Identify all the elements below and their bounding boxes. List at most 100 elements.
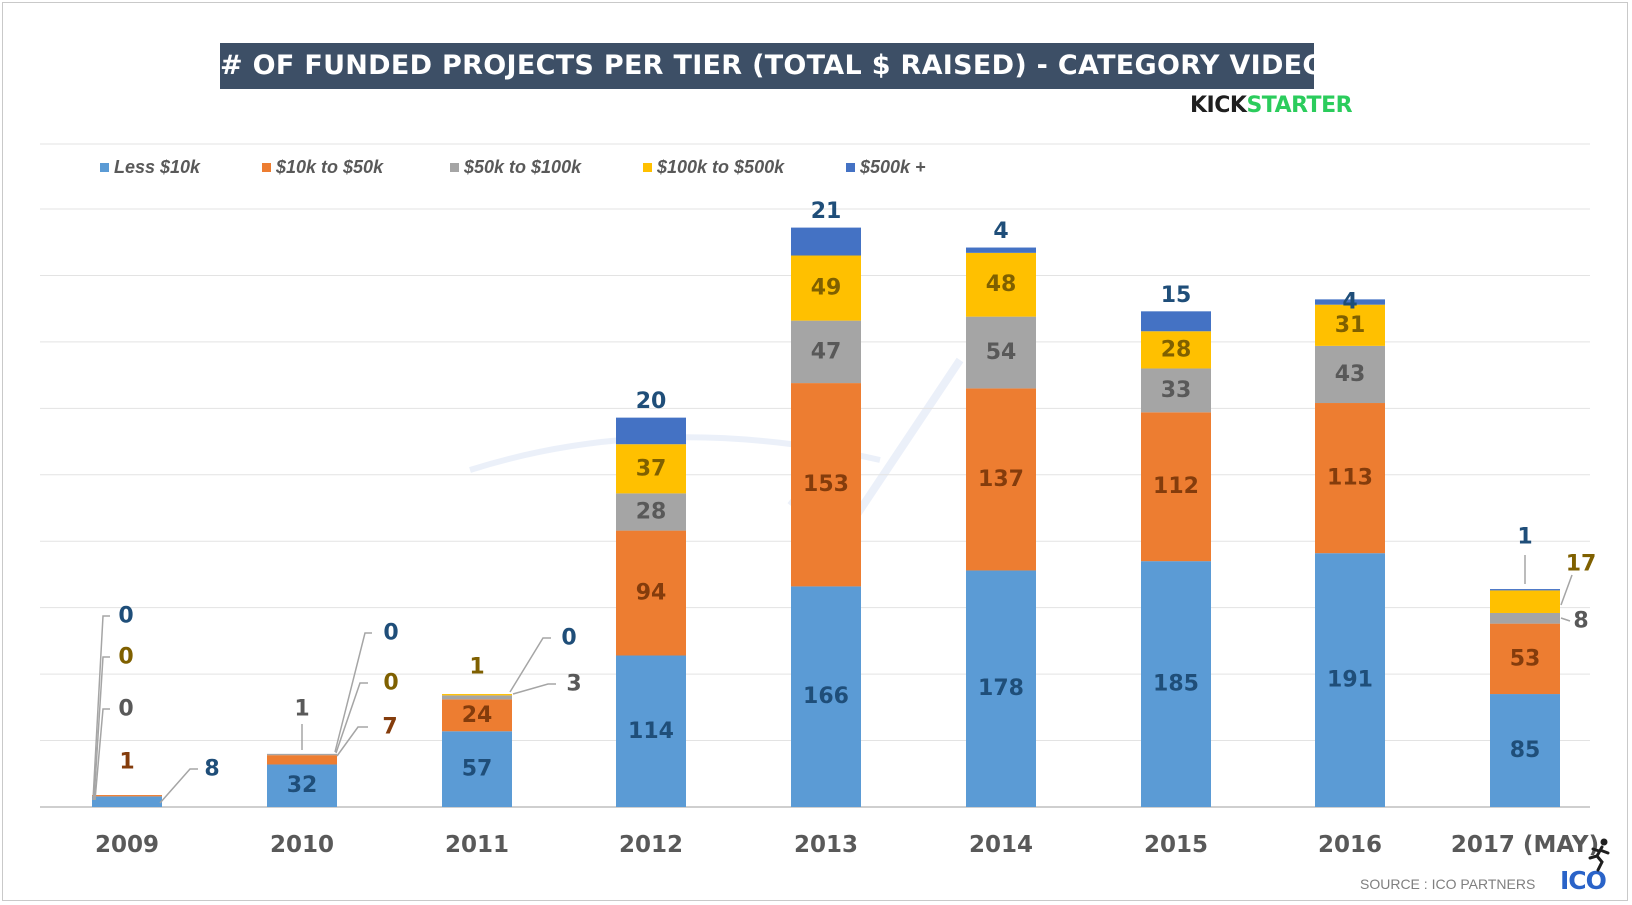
data-label: 185 (1153, 672, 1199, 697)
bar-segment (1315, 345, 1385, 404)
bar-segment (966, 316, 1036, 389)
data-label: 178 (978, 676, 1024, 701)
bar-segment (966, 570, 1036, 807)
legend-label: $500k + (860, 157, 926, 177)
leader-line (159, 768, 198, 804)
kickstarter-logo-starter: STARTER (1246, 93, 1353, 118)
x-tick-label: 2016 (1318, 832, 1382, 858)
source-note: SOURCE : ICO PARTNERS (1360, 876, 1536, 892)
data-label: 166 (803, 684, 849, 709)
x-tick-label: 2013 (794, 832, 858, 858)
bar-segment (1141, 311, 1211, 332)
data-label: 48 (986, 272, 1017, 297)
data-label: 0 (118, 604, 133, 629)
data-label: 1 (294, 697, 309, 722)
data-label: 0 (383, 621, 398, 646)
bar-segment (1315, 553, 1385, 807)
leader-line (94, 708, 110, 801)
leader-line (336, 726, 368, 757)
x-tick-label: 2017 (MAY) (1451, 832, 1599, 858)
bar-segment (1490, 694, 1560, 807)
data-label: 49 (811, 276, 842, 301)
data-label: 3 (566, 672, 581, 697)
bar-segment (616, 417, 686, 445)
data-label: 1 (469, 655, 484, 680)
legend-swatch (100, 163, 109, 172)
bar-segment (92, 796, 162, 807)
data-label: 85 (1510, 738, 1541, 763)
bar-segment (1141, 561, 1211, 807)
legend-label: $100k to $500k (657, 157, 785, 177)
x-tick-label: 2014 (969, 832, 1033, 858)
leader-line (512, 683, 556, 695)
data-label: 47 (811, 339, 842, 364)
data-label: 15 (1161, 283, 1192, 308)
data-label: 21 (811, 199, 842, 224)
leader-line (334, 632, 372, 753)
data-label: 8 (204, 757, 219, 782)
leader-line (1560, 574, 1573, 606)
bar-segment (1315, 403, 1385, 554)
leader-line (335, 682, 368, 754)
data-label: 114 (628, 719, 674, 744)
data-label: 137 (978, 467, 1024, 492)
data-label: 112 (1153, 474, 1199, 499)
bar-segment (966, 247, 1036, 253)
bar-segment (791, 320, 861, 384)
data-label: 4 (1342, 290, 1357, 315)
data-label: 94 (636, 581, 667, 606)
bar-segment (267, 753, 337, 756)
bar-segment (791, 255, 861, 321)
legend-swatch (846, 163, 855, 172)
data-label: 32 (287, 773, 318, 798)
data-label: 43 (1335, 362, 1366, 387)
kickstarter-logo-kick: KICK (1190, 93, 1247, 118)
bar-segment (616, 655, 686, 807)
x-tick-label: 2015 (1144, 832, 1208, 858)
bar-segment (791, 586, 861, 807)
x-tick-label: 2009 (95, 832, 159, 858)
data-label: 1 (119, 750, 134, 775)
bar-segment (616, 493, 686, 531)
kickstarter-logo: KICKSTARTER (1190, 93, 1353, 118)
bar-segment (1315, 299, 1385, 305)
data-label: 0 (383, 671, 398, 696)
bar-segment (1490, 589, 1560, 591)
data-label: 54 (986, 340, 1017, 365)
x-tick-label: 2011 (445, 832, 509, 858)
legend-swatch (450, 163, 459, 172)
data-label: 37 (636, 456, 667, 481)
x-tick-label: 2010 (270, 832, 334, 858)
bar-segment (442, 699, 512, 732)
leader-line (1560, 617, 1571, 622)
data-label: 113 (1327, 466, 1373, 491)
bar-segment (267, 764, 337, 807)
chart-title: # OF FUNDED PROJECTS PER TIER (TOTAL $ R… (220, 43, 1444, 89)
bar-segment (442, 731, 512, 807)
data-label: 0 (118, 697, 133, 722)
bar-segment (1141, 412, 1211, 562)
data-label: 0 (561, 626, 576, 651)
data-label: 8 (1573, 609, 1588, 634)
bar-segment (442, 694, 512, 696)
data-label: 7 (382, 715, 397, 740)
bar-segment (92, 795, 162, 797)
bar-segment (1490, 590, 1560, 613)
bar-segment (1315, 304, 1385, 346)
legend-item: Less $10k (100, 157, 200, 178)
legend-item: $500k + (846, 157, 926, 178)
legend-item: $50k to $100k (450, 157, 581, 178)
bar-segment (1141, 331, 1211, 369)
data-label: 53 (1510, 646, 1541, 671)
data-label: 17 (1566, 552, 1597, 577)
bar-segment (442, 695, 512, 700)
runner-icon (1588, 838, 1610, 872)
legend-item: $100k to $500k (643, 157, 784, 178)
legend-swatch (262, 163, 271, 172)
bar-segment (966, 388, 1036, 571)
bar-segment (791, 383, 861, 587)
legend-label: Less $10k (114, 157, 201, 177)
leader-line (509, 637, 551, 693)
bar-segment (1490, 623, 1560, 695)
